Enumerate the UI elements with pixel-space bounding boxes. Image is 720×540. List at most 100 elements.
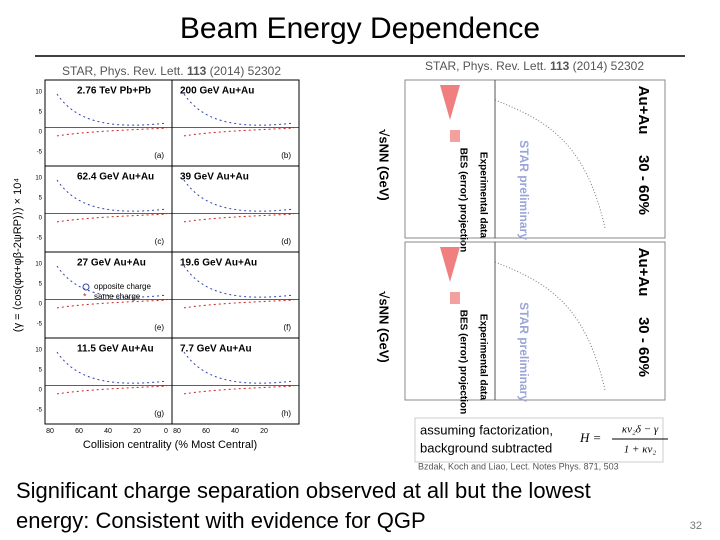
curve: [183, 351, 295, 384]
preliminary-label: STAR preliminary: [517, 140, 531, 240]
curve: [56, 299, 168, 309]
projection-band: [450, 292, 460, 304]
curve: [56, 179, 168, 212]
legend-label: Experimental data: [477, 314, 488, 401]
y-tick-label: 0: [39, 388, 43, 394]
legend-marker: *: [83, 291, 87, 301]
curve: [183, 213, 295, 223]
axis-label: √sNN (GeV): [377, 291, 392, 362]
projection-band: [450, 130, 460, 142]
panel-label: 27 GeV Au+Au: [77, 258, 146, 269]
panel-frame: [404, 241, 666, 401]
centrality-label: 30 - 60%: [635, 317, 652, 377]
y-tick-label: 10: [35, 90, 42, 96]
curve: [183, 385, 295, 395]
legend-label: BES (error) projection: [457, 310, 468, 414]
data-curve: [494, 99, 606, 229]
note-text: background subtracted: [420, 440, 552, 455]
y-tick-label: 0: [39, 216, 43, 222]
legend-label: opposite charge: [94, 282, 151, 291]
curve: [56, 213, 168, 223]
panel-label: 62.4 GeV Au+Au: [77, 172, 154, 183]
citation: STAR, Phys. Rev. Lett. 113 (2014) 52302: [425, 59, 644, 73]
y-axis-label: (γ = ⟨cos(φα+φβ-2ψRP)⟩) × 10⁴: [12, 178, 24, 332]
panel-tag: (h): [281, 409, 291, 418]
y-tick-label: 10: [35, 262, 42, 268]
left-figure: 2.76 TeV Pb+Pb (a) 10 5 0 -5 200 GeV Au+Au (b) 6…: [12, 79, 300, 451]
y-tick-label: 5: [39, 196, 43, 202]
curve: [56, 93, 168, 126]
projection-arrow: [440, 247, 460, 282]
centrality-label: 30 - 60%: [635, 155, 652, 215]
panel-tag: (e): [154, 323, 164, 332]
y-tick-label: 5: [39, 110, 43, 116]
y-tick-label: 10: [35, 348, 42, 354]
panel-label: 11.5 GeV Au+Au: [77, 344, 154, 355]
x-tick-label: 0: [164, 428, 168, 435]
axis-label: √sNN (GeV): [377, 129, 392, 200]
y-tick-label: 0: [39, 130, 43, 136]
x-tick-label: 60: [202, 428, 210, 435]
legend-label: BES (error) projection: [457, 148, 468, 252]
system-label: Au+Au: [635, 248, 652, 297]
curve: [56, 385, 168, 395]
x-tick-label: 40: [231, 428, 239, 435]
x-tick-label: 80: [173, 428, 181, 435]
note-text: assuming factorization,: [420, 422, 553, 437]
curve: [183, 93, 295, 126]
curve: [183, 179, 295, 212]
y-tick-label: -5: [37, 322, 43, 328]
legend-label: same charge: [94, 292, 141, 301]
y-tick-label: -5: [37, 236, 43, 242]
x-axis-label: Collision centrality (% Most Central): [83, 439, 257, 451]
citation: STAR, Phys. Rev. Lett. 113 (2014) 52302: [62, 64, 281, 78]
panel-tag: (a): [154, 151, 164, 160]
legend-marker: [82, 283, 90, 291]
y-tick-label: 5: [39, 282, 43, 288]
data-curve: [494, 261, 606, 391]
panel-tag: (f): [283, 323, 291, 332]
curve: [183, 265, 295, 298]
curve: [183, 127, 295, 137]
conclusion: energy: Consistent with evidence for QGP: [16, 508, 426, 533]
x-tick-label: 80: [46, 428, 54, 435]
formula: H =: [579, 430, 601, 445]
y-tick-label: 5: [39, 368, 43, 374]
x-tick-label: 20: [260, 428, 268, 435]
conclusion: Significant charge separation observed a…: [16, 478, 591, 503]
panel-frame: [171, 337, 300, 425]
right-figure: Au+Au 30 - 60% BES (error) projection Exper…: [377, 79, 666, 414]
x-tick-label: 20: [133, 428, 141, 435]
y-tick-label: -5: [37, 408, 43, 414]
y-tick-label: 0: [39, 302, 43, 308]
formula: 1 + κν₂: [624, 444, 657, 456]
panel-tag: (b): [281, 151, 291, 160]
page-number: 32: [690, 520, 702, 532]
panel-tag: (c): [155, 237, 165, 246]
panel-label: 200 GeV Au+Au: [180, 86, 254, 97]
formula: κν₂δ − γ: [622, 424, 659, 436]
curve: [56, 265, 168, 298]
reference: Bzdak, Koch and Liao, Lect. Notes Phys. …: [418, 461, 619, 471]
panel-tag: (g): [154, 409, 164, 418]
curve: [183, 299, 295, 309]
panel-frame: [404, 79, 666, 239]
x-tick-label: 40: [104, 428, 112, 435]
panel-label: 19.6 GeV Au+Au: [180, 258, 257, 269]
projection-arrow: [440, 85, 460, 120]
panel-label: 2.76 TeV Pb+Pb: [77, 86, 151, 97]
system-label: Au+Au: [635, 86, 652, 135]
y-tick-label: -5: [37, 150, 43, 156]
curve: [56, 351, 168, 384]
x-tick-label: 60: [75, 428, 83, 435]
legend-label: Experimental data: [477, 152, 488, 239]
preliminary-label: STAR preliminary: [517, 302, 531, 402]
slide-title: Beam Energy Dependence: [180, 12, 540, 45]
panel-tag: (d): [281, 237, 291, 246]
panel-label: 7.7 GeV Au+Au: [180, 344, 252, 355]
curve: [56, 127, 168, 137]
y-tick-label: 10: [35, 176, 42, 182]
note-box: [414, 417, 664, 463]
panel-label: 39 GeV Au+Au: [180, 172, 249, 183]
